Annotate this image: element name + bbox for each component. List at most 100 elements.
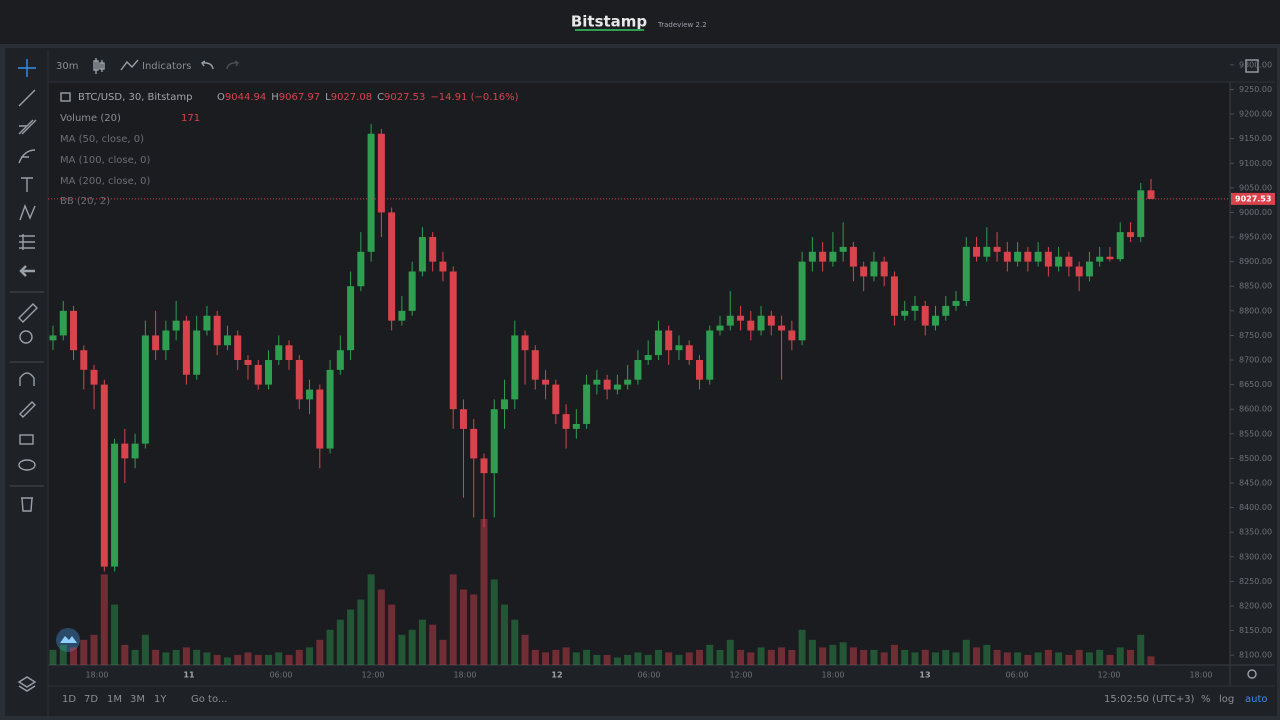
volume-bar: [111, 604, 119, 665]
magnet-tool[interactable]: [19, 372, 35, 386]
crosshair-tool[interactable]: [18, 59, 36, 77]
interval-button[interactable]: 30m: [56, 61, 78, 72]
volume-bar: [511, 619, 519, 665]
volume-bar: [983, 644, 991, 665]
x-tick-label: 06:00: [269, 671, 292, 680]
candle-body: [357, 251, 365, 287]
ohlc-value: 9027.08: [331, 92, 372, 103]
candle-body: [706, 330, 714, 380]
chart-style-button[interactable]: [93, 58, 105, 74]
y-tick-label: 8900.00: [1239, 257, 1272, 266]
range-button[interactable]: 1D: [62, 694, 76, 705]
brush-tool[interactable]: [18, 149, 36, 164]
percent-toggle[interactable]: %: [1201, 694, 1211, 705]
fullscreen-button[interactable]: [1245, 59, 1259, 73]
candle-body: [983, 246, 991, 257]
study-name[interactable]: MA (100, close, 0): [60, 155, 150, 166]
range-button[interactable]: 1M: [107, 694, 122, 705]
last-price-label: 9027.53: [1235, 194, 1271, 203]
candle-body: [1003, 251, 1011, 262]
candle-body: [675, 345, 683, 351]
volume-bar: [654, 649, 662, 665]
volume-bar: [449, 574, 457, 665]
object-tree-button[interactable]: [17, 676, 37, 692]
range-button[interactable]: 1Y: [154, 694, 167, 705]
candle-body: [511, 335, 519, 400]
volume-bar: [624, 654, 632, 665]
volume-bar: [501, 604, 509, 665]
volume-bar: [870, 649, 878, 665]
study-name[interactable]: BB (20, 2): [60, 196, 110, 207]
volume-bar: [1024, 654, 1032, 665]
log-toggle[interactable]: log: [1219, 694, 1234, 705]
y-tick-label: 8500.00: [1239, 454, 1272, 463]
volume-bar: [1116, 647, 1124, 665]
volume-bar: [921, 649, 929, 665]
ruler-tool[interactable]: [18, 303, 38, 323]
candle-body: [747, 320, 755, 331]
pattern-tool[interactable]: [19, 204, 36, 221]
zoom-tool[interactable]: [19, 330, 33, 344]
hide-tool[interactable]: [18, 459, 36, 471]
volume-bar: [223, 657, 231, 665]
volume-bar: [552, 649, 560, 665]
candle-body: [388, 212, 396, 321]
candle-body: [244, 360, 252, 365]
indicators-button[interactable]: Indicators: [142, 61, 191, 72]
text-tool[interactable]: [21, 177, 33, 192]
back-tool[interactable]: [19, 265, 35, 277]
candle-body: [347, 286, 355, 351]
candle-body: [90, 369, 98, 385]
volume-bar: [70, 647, 78, 665]
prediction-tool[interactable]: [19, 234, 35, 250]
redo-button[interactable]: [226, 60, 239, 70]
study-name[interactable]: MA (50, close, 0): [60, 134, 144, 145]
remove-tool[interactable]: [21, 497, 33, 512]
y-tick-label: 8300.00: [1239, 552, 1272, 561]
volume-bar: [490, 579, 498, 665]
volume-bar: [1137, 634, 1145, 665]
candle-body: [275, 345, 283, 361]
volume-bar: [59, 644, 67, 665]
logo-mark: [60, 636, 77, 643]
volume-bar: [398, 634, 406, 665]
candle-body: [326, 369, 334, 449]
settings-button[interactable]: [1247, 669, 1257, 679]
candle-body: [993, 246, 1001, 252]
plot: 8100.00 8150.00 8200.00 8250.00 8300.00 8350.…: [48, 60, 1275, 680]
volume-bar: [849, 647, 857, 665]
line-tool[interactable]: [18, 89, 36, 107]
candle-body: [131, 443, 139, 459]
volume-bar: [860, 649, 868, 665]
range-button[interactable]: 3M: [130, 694, 145, 705]
candle-body: [203, 315, 211, 331]
volume-bar: [234, 654, 242, 665]
volume-bar: [562, 647, 570, 665]
candle-body: [490, 409, 498, 474]
candle-body: [849, 246, 857, 267]
volume-bar: [1147, 656, 1155, 665]
candle-body: [531, 350, 539, 380]
candle-body: [470, 428, 478, 459]
lock-tool[interactable]: [19, 434, 34, 445]
volume-bar: [408, 629, 416, 665]
candle-body: [767, 315, 775, 326]
undo-button[interactable]: [201, 60, 214, 70]
volume-bar: [932, 652, 940, 665]
candle-body: [49, 335, 57, 341]
range-button[interactable]: 7D: [84, 694, 98, 705]
goto-button[interactable]: Go to...: [191, 694, 227, 705]
volume-bar: [808, 639, 816, 665]
volume-bar: [911, 652, 919, 665]
stay-drawing-tool[interactable]: [19, 401, 36, 418]
study-name[interactable]: MA (200, close, 0): [60, 176, 150, 187]
candle-body: [542, 379, 550, 385]
fib-tool[interactable]: [18, 119, 37, 135]
auto-toggle[interactable]: auto: [1245, 694, 1268, 705]
volume-bar: [695, 649, 703, 665]
volume-bar: [880, 652, 888, 665]
x-tick-label: 12:00: [1097, 671, 1120, 680]
study-name[interactable]: Volume (20): [60, 113, 121, 124]
x-tick-label: 12:00: [361, 671, 384, 680]
candle-body: [141, 335, 149, 444]
